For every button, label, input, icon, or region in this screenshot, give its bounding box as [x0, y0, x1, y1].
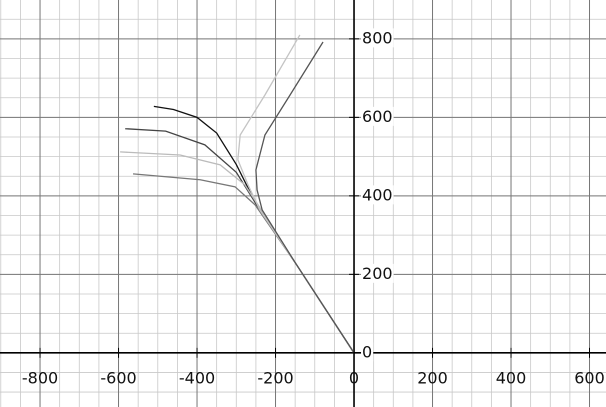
label-background: [361, 106, 394, 126]
series-line: [132, 173, 355, 354]
x-tick-label: -200: [257, 368, 293, 387]
series-line: [255, 41, 355, 354]
x-tick-label: -400: [179, 368, 215, 387]
x-tick-label: 0: [349, 368, 359, 387]
label-background: [361, 342, 374, 362]
series-line: [125, 128, 355, 354]
y-tick-label: 400: [362, 185, 393, 204]
label-background: [361, 263, 394, 283]
x-tick-label: 200: [417, 368, 448, 387]
y-tick-label: 200: [362, 264, 393, 283]
y-tick-label: 0: [362, 342, 372, 361]
x-tick-label: -800: [22, 368, 58, 387]
y-tick-label: 800: [362, 28, 393, 47]
x-tick-label: 400: [496, 368, 527, 387]
series-line: [120, 151, 355, 354]
label-background: [361, 185, 394, 205]
series-line: [237, 34, 355, 354]
x-tick-label: 600: [574, 368, 605, 387]
x-tick-label: -600: [100, 368, 136, 387]
series-line: [153, 105, 355, 354]
y-tick-label: 600: [362, 107, 393, 126]
label-background: [361, 28, 394, 48]
